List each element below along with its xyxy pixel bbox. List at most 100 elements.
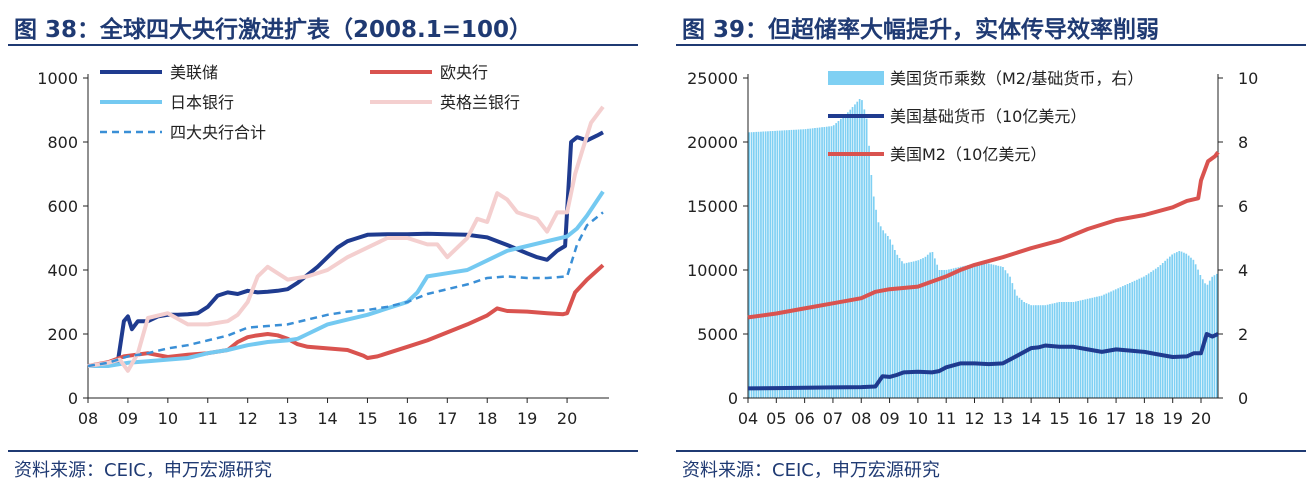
x-tick-label: 18 [477, 409, 497, 428]
bar [1046, 304, 1049, 398]
bar [1150, 271, 1152, 398]
x-tick-label: 10 [908, 409, 928, 428]
bar [767, 131, 769, 399]
y-right-tick-label: 10 [1238, 69, 1258, 88]
y-left-tick-label: 5000 [697, 325, 738, 344]
bar [1152, 270, 1155, 398]
x-tick-label: 07 [823, 409, 843, 428]
bar [753, 132, 755, 398]
x-tick-label: 17 [437, 409, 457, 428]
legend-swatch [828, 71, 884, 85]
x-tick-label: 15 [1049, 409, 1069, 428]
bar [922, 258, 924, 398]
x-tick-label: 19 [1163, 409, 1183, 428]
series-line [747, 151, 1220, 320]
bar [863, 109, 866, 399]
bar [948, 269, 950, 398]
bar [795, 129, 797, 398]
bar [1164, 260, 1166, 398]
bar [955, 267, 957, 398]
bar [1009, 276, 1011, 398]
bar [941, 270, 943, 398]
bar [1044, 305, 1047, 398]
bar [790, 129, 793, 398]
x-tick-label: 14 [1021, 409, 1041, 428]
bar [901, 261, 903, 398]
bar [1180, 251, 1183, 398]
series-line [87, 130, 604, 368]
chart-title: 图 38：全球四大央行激进扩表（2008.1=100） [14, 17, 533, 43]
bar [917, 260, 920, 398]
bar [995, 265, 997, 398]
y-right-tick-label: 8 [1238, 133, 1248, 152]
bar [1173, 253, 1176, 398]
bar [842, 116, 844, 398]
bar [978, 263, 981, 398]
series-line [87, 211, 604, 368]
bar [1049, 304, 1051, 398]
bar [807, 128, 809, 399]
y-left-tick-label: 10000 [687, 261, 738, 280]
y-tick-label: 600 [47, 197, 78, 216]
source-divider [676, 450, 1306, 452]
bar [760, 131, 762, 398]
bar [788, 130, 790, 398]
x-tick-label: 19 [517, 409, 537, 428]
central-bank-chart: 0 200 400 600 800 1000 08 09 10 11 12 13 14 15 16 17 18 1… [37, 63, 609, 428]
bar [868, 145, 870, 398]
bar [887, 236, 889, 398]
bar [1194, 264, 1197, 398]
y-right-tick-label: 4 [1238, 261, 1248, 280]
bar [844, 114, 847, 398]
bar [1178, 251, 1181, 398]
bar [1100, 295, 1103, 398]
bar [882, 230, 884, 398]
bar [931, 252, 934, 398]
bar [905, 262, 908, 398]
legend-label: 美国基础货币（10亿美元） [890, 107, 1086, 126]
bar [1096, 296, 1098, 398]
bar [802, 129, 805, 399]
bar [814, 128, 816, 398]
bar [1166, 258, 1169, 398]
bar [889, 239, 891, 398]
bar [1002, 267, 1004, 398]
bar [1035, 305, 1037, 398]
bar [1039, 305, 1042, 398]
legend-label: 英格兰银行 [440, 93, 520, 112]
bar [1154, 268, 1157, 398]
x-tick-label: 12 [964, 409, 984, 428]
bar [1122, 286, 1124, 398]
bar [774, 130, 776, 398]
x-tick-label: 08 [78, 409, 98, 428]
y-right-tick-label: 6 [1238, 197, 1248, 216]
bar [856, 101, 859, 398]
x-tick-label: 14 [317, 409, 337, 428]
bar [1013, 289, 1016, 398]
bar [894, 250, 896, 398]
bar [821, 127, 823, 398]
bar [1006, 273, 1009, 398]
bar [1201, 279, 1204, 398]
x-tick-label: 16 [397, 409, 417, 428]
bar [757, 131, 760, 399]
bar [969, 264, 971, 398]
bar [884, 233, 887, 398]
bar [950, 268, 953, 398]
bar [828, 126, 830, 399]
bar [861, 100, 863, 398]
bar [1060, 302, 1063, 398]
y-left-tick-label: 25000 [687, 69, 738, 88]
bar [1020, 299, 1023, 398]
bar [1199, 275, 1202, 398]
panel-left: 图 38：全球四大央行激进扩表（2008.1=100） 0 200 400 600 80… [0, 0, 648, 494]
bar [926, 254, 929, 398]
bar [938, 270, 941, 398]
bar [919, 259, 922, 398]
bar [793, 129, 795, 399]
bar [764, 131, 767, 398]
bar [988, 263, 990, 398]
bar [804, 129, 807, 398]
bar [1032, 305, 1035, 398]
x-tick-label: 09 [879, 409, 899, 428]
